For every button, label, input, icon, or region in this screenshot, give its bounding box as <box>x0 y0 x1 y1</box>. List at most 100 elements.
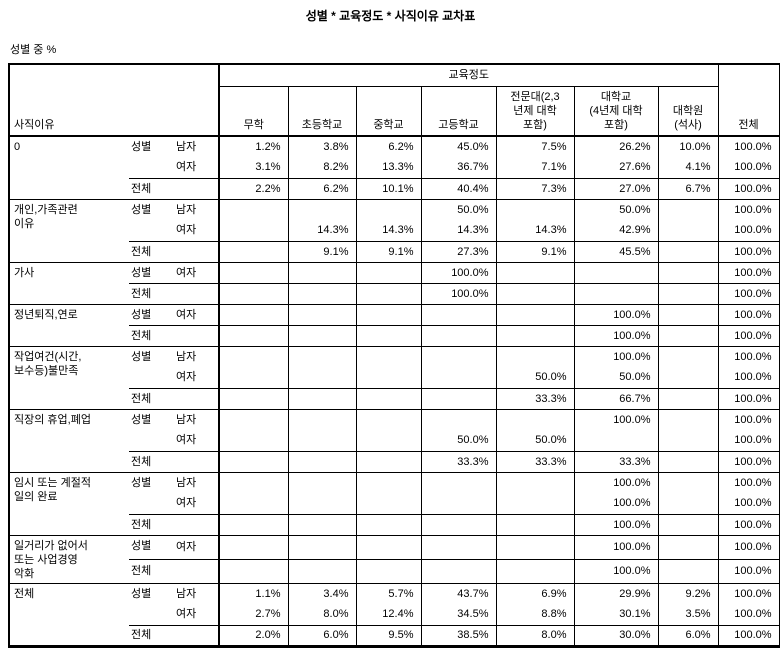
value-cell: 100.0% <box>573 408 658 430</box>
value-cell <box>657 450 719 472</box>
value-cell <box>495 558 574 583</box>
value-cell: 45.0% <box>420 136 496 157</box>
value-cell: 100.0% <box>717 493 780 514</box>
table-row: 여자 14.3% 14.3% 14.3% 14.3% 42.9% 100.0% <box>9 220 780 241</box>
value-cell <box>355 513 421 535</box>
value-cell: 100.0% <box>717 367 780 388</box>
value-cell: 100.0% <box>573 324 658 346</box>
value-cell: 100.0% <box>573 345 658 367</box>
value-cell: 8.2% <box>287 157 356 178</box>
value-cell <box>287 324 356 346</box>
row-label-gender: 여자 <box>174 261 219 283</box>
table-row: 일거리가 없어서 또는 사업경영 악화 성별 여자 100.0% 100.0% <box>9 534 780 583</box>
value-cell: 40.4% <box>420 177 496 199</box>
value-cell: 9.5% <box>355 624 421 646</box>
table-row: 전체 33.3% 66.7% 100.0% <box>9 387 780 409</box>
value-cell <box>218 220 288 241</box>
value-cell <box>287 367 356 388</box>
value-cell: 100.0% <box>717 450 780 472</box>
value-cell: 12.4% <box>355 604 421 625</box>
row-label-gender: 여자 <box>176 224 197 237</box>
value-cell: 45.5% <box>573 240 658 262</box>
row-label-gender-header: 성별 <box>129 471 174 514</box>
value-cell: 9.1% <box>495 240 574 262</box>
value-cell <box>287 303 356 325</box>
value-cell: 66.7% <box>573 387 658 409</box>
value-cell: 9.2% <box>657 582 719 604</box>
value-cell: 33.3% <box>495 450 574 472</box>
value-cell: 5.7% <box>355 582 421 604</box>
value-cell: 100.0% <box>717 177 780 199</box>
value-cell <box>355 345 421 367</box>
value-cell <box>657 430 719 451</box>
value-cell <box>287 387 356 409</box>
row-label-gender-header: 성별 <box>129 345 174 388</box>
table-row: 전체 2.0% 6.0% 9.5% 38.5% 8.0% 30.0% 6.0% 100.0% <box>9 624 780 646</box>
row-label-total: 전체 <box>129 282 219 304</box>
row-label-gender: 여자 <box>176 497 197 510</box>
value-cell: 100.0% <box>717 282 780 304</box>
value-cell: 7.5% <box>495 136 574 157</box>
value-cell <box>657 558 719 583</box>
row-label-gender-header: 성별 <box>129 198 174 241</box>
column-header: 대학교 (4년제 대학 포함) <box>573 86 658 137</box>
value-cell: 100.0% <box>717 136 780 157</box>
value-cell: 14.3% <box>287 220 356 241</box>
value-cell: 8.0% <box>287 604 356 625</box>
value-cell: 4.1% <box>657 157 719 178</box>
value-cell: 100.0% <box>420 261 496 283</box>
value-cell: 50.0% <box>495 367 574 388</box>
value-cell <box>573 261 658 283</box>
crosstab-title: 성별 * 교육정도 * 사직이유 교차표 <box>305 9 476 23</box>
value-cell: 29.9% <box>573 582 658 604</box>
table-row: 개인,가족관련 이유 성별 남자 50.0% 50.0% 100.0% <box>9 198 780 262</box>
value-cell <box>420 387 496 409</box>
table-row: 여자 100.0% 100.0% <box>9 493 780 514</box>
value-cell <box>287 282 356 304</box>
percent-within-note: 성별 중 % <box>10 44 57 56</box>
row-label-total: 전체 <box>129 387 219 409</box>
value-cell <box>218 558 288 583</box>
row-label-gender: 남자 <box>174 198 219 220</box>
value-cell: 7.3% <box>495 177 574 199</box>
value-cell: 100.0% <box>573 303 658 325</box>
value-cell: 100.0% <box>717 198 780 220</box>
header-row-group: 사직이유 교육정도 전체 <box>9 64 780 137</box>
row-label-gender: 남자 <box>174 408 219 430</box>
table-row: 여자 3.1% 8.2% 13.3% 36.7% 7.1% 27.6% 4.1% 100.0% <box>9 157 780 178</box>
value-cell: 100.0% <box>717 430 780 451</box>
value-cell: 100.0% <box>717 345 780 367</box>
value-cell: 100.0% <box>573 471 658 493</box>
value-cell <box>218 471 288 493</box>
value-cell: 30.0% <box>573 624 658 646</box>
row-label-total: 전체 <box>129 624 219 646</box>
row-label-reason: 전체 <box>9 582 129 646</box>
value-cell <box>218 345 288 367</box>
value-cell: 6.0% <box>657 624 719 646</box>
row-label-gender-header: 성별 <box>129 534 174 559</box>
total-column-header: 전체 <box>717 64 780 137</box>
value-cell <box>355 450 421 472</box>
column-header: 고등학교 <box>420 86 496 137</box>
row-label-total: 전체 <box>129 177 219 199</box>
row-label-gender-header: 성별 <box>129 582 174 625</box>
table-row: 전체 100.0% 100.0% <box>9 324 780 346</box>
row-label-gender: 여자 <box>176 434 197 447</box>
value-cell: 100.0% <box>717 324 780 346</box>
value-cell: 100.0% <box>717 408 780 430</box>
value-cell: 50.0% <box>420 430 496 451</box>
row-label-gender-header: 성별 <box>131 141 152 153</box>
row-label-reason: 정년퇴직,연로 <box>9 303 129 346</box>
value-cell: 1.1% <box>218 582 288 604</box>
value-cell <box>218 450 288 472</box>
value-cell: 100.0% <box>717 624 780 646</box>
value-cell: 7.1% <box>495 157 574 178</box>
value-cell <box>218 282 288 304</box>
value-cell: 6.2% <box>355 136 421 157</box>
table-row: 작업여건(시간, 보수등)불만족 성별 남자 100.0% 100.0% <box>9 345 780 409</box>
column-header: 초등학교 <box>287 86 356 137</box>
row-label-reason: 작업여건(시간, 보수등)불만족 <box>9 345 129 409</box>
row-label-total: 전체 <box>129 513 219 535</box>
table-row: 여자 2.7% 8.0% 12.4% 34.5% 8.8% 30.1% 3.5% 100.0% <box>9 604 780 625</box>
